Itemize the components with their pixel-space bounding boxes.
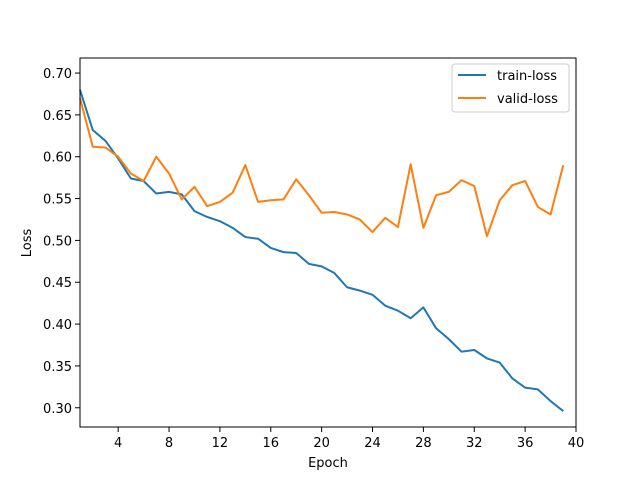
y-tick-label: 0.30	[43, 402, 72, 417]
x-tick-label: 36	[517, 436, 534, 451]
y-tick-label: 0.50	[43, 234, 72, 249]
legend: train-loss valid-loss	[451, 63, 570, 113]
x-tick-label: 8	[165, 436, 173, 451]
y-axis-ticks: 0.30 0.35 0.40 0.45 0.50 0.55 0.60 0.65 0.70	[43, 67, 80, 417]
y-tick-label: 0.35	[43, 360, 72, 375]
x-tick-label: 24	[364, 436, 381, 451]
y-tick-label: 0.60	[43, 151, 72, 166]
series-lines	[79, 89, 565, 412]
y-tick-label: 0.45	[43, 276, 72, 291]
x-tick-label: 40	[568, 436, 585, 451]
x-axis-ticks: 4 8 12 16 20 24 28 32 36 40	[114, 427, 584, 451]
series-line-train-loss	[79, 89, 564, 412]
y-tick-label: 0.55	[43, 193, 72, 208]
x-tick-label: 4	[114, 436, 122, 451]
y-tick-label: 0.65	[43, 109, 72, 124]
legend-label-train-loss: train-loss	[497, 69, 557, 84]
legend-label-valid-loss: valid-loss	[497, 92, 558, 107]
x-tick-label: 12	[212, 436, 229, 451]
y-axis-label: Loss	[20, 229, 35, 258]
plot-frame	[79, 57, 577, 428]
x-tick-label: 32	[466, 436, 483, 451]
x-tick-label: 20	[313, 436, 330, 451]
y-tick-label: 0.70	[43, 67, 72, 82]
y-tick-label: 0.40	[43, 318, 72, 333]
x-axis-label: Epoch	[308, 456, 348, 471]
x-tick-label: 16	[262, 436, 279, 451]
series-line-valid-loss	[79, 97, 565, 238]
x-tick-label: 28	[415, 436, 432, 451]
